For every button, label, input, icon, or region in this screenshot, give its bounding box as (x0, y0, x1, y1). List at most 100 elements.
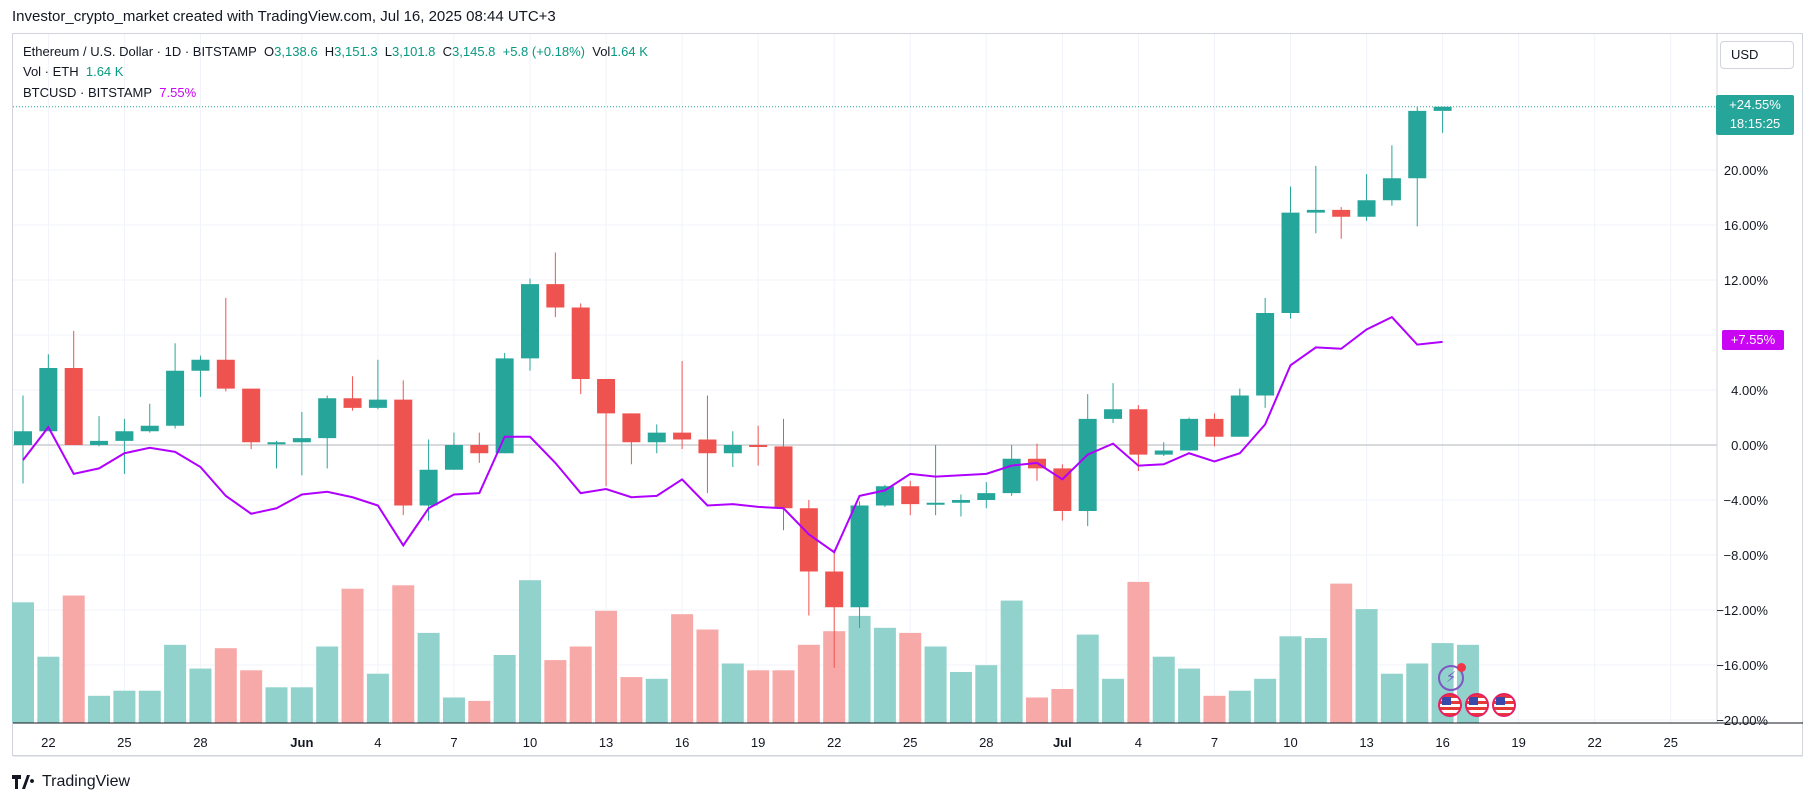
candle-down (216, 359, 235, 389)
volume-bar (1203, 695, 1226, 723)
btc-compare-polyline (22, 315, 1443, 554)
candle-down (1205, 418, 1224, 437)
time-axis-label: 25 (117, 735, 131, 750)
candle-up (1230, 395, 1249, 437)
price-axis-label: −20.00% (1716, 713, 1768, 728)
volume-bar (1051, 689, 1074, 723)
volume-bar (797, 644, 820, 723)
volume-bar (138, 690, 161, 723)
volume-bar (12, 602, 34, 723)
lightning-event-icon[interactable]: ⚡ (1438, 665, 1464, 691)
candle-up (1002, 458, 1021, 494)
candle-down (698, 439, 717, 454)
volume-bar (1178, 668, 1201, 723)
us-flag-icon[interactable] (1438, 693, 1462, 717)
last-price-badge: +24.55% 18:15:25 (1716, 95, 1794, 135)
candle-up (1408, 110, 1427, 179)
candle-up (723, 445, 742, 454)
price-axis-label: 0.00% (1731, 438, 1768, 453)
low-label: L (384, 44, 393, 59)
candle-up (1180, 418, 1199, 451)
candle-up (521, 284, 539, 359)
price-axis-label: 16.00% (1724, 218, 1769, 233)
legend-compare[interactable]: BTCUSD · BITSTAMP 7.55% (23, 85, 196, 100)
symbol-description: Ethereum / U.S. Dollar · 1D · BITSTAMP (23, 44, 257, 59)
volume-bar (671, 614, 694, 723)
volume-label: Vol (592, 44, 611, 59)
candle-up (292, 438, 311, 443)
time-axis-label: 4 (1135, 735, 1142, 750)
time-axis-label: 22 (1587, 735, 1601, 750)
volume-bar (240, 670, 263, 723)
volume-bar (341, 588, 364, 723)
candle-down (622, 413, 641, 443)
volume-bar (1228, 690, 1251, 723)
time-axis-label: 25 (903, 735, 917, 750)
volume-bar (899, 632, 922, 723)
volume-bar (1406, 663, 1429, 723)
volume-bar (949, 672, 972, 723)
compare-value-badge: +7.55% (1722, 330, 1784, 350)
volume-bar (1000, 600, 1023, 723)
time-axis-label: 19 (751, 735, 765, 750)
candle-up (1281, 212, 1300, 313)
legend-main[interactable]: Ethereum / U.S. Dollar · 1D · BITSTAMP O… (23, 44, 648, 59)
volume-bar (620, 677, 643, 723)
volume-bar (772, 670, 795, 723)
volume-bar (62, 595, 85, 723)
volume-bar (848, 615, 871, 723)
volume-study-label: Vol · ETH (23, 64, 79, 79)
volume-bar (823, 631, 846, 723)
candle-down (470, 445, 489, 454)
candle-up (90, 440, 109, 445)
candle-up (1382, 178, 1401, 201)
volume-bar (544, 660, 567, 723)
volume-bar (164, 644, 187, 723)
volume-bar (189, 668, 212, 723)
volume-bar (493, 655, 516, 723)
legend-volume[interactable]: Vol · ETH 1.64 K (23, 64, 123, 79)
bar-countdown: 18:15:25 (1729, 116, 1781, 131)
time-axis-label: 16 (675, 735, 689, 750)
time-axis-label: 28 (193, 735, 207, 750)
volume-bar (873, 627, 896, 723)
time-axis-label: 16 (1435, 735, 1449, 750)
volume-study-value: 1.64 K (85, 64, 124, 79)
candle-down (343, 398, 362, 408)
volume-bar (975, 665, 998, 723)
us-flag-icon[interactable] (1492, 693, 1516, 717)
volume-bar (442, 697, 465, 723)
time-axis-label: 13 (1359, 735, 1373, 750)
candle-down (1332, 209, 1351, 217)
candle-up (267, 442, 286, 445)
tradingview-logo[interactable]: TradingView (12, 773, 130, 791)
time-axis-label: 10 (1283, 735, 1297, 750)
us-flag-icon[interactable] (1465, 693, 1489, 717)
candle-up (39, 368, 58, 432)
time-axis-label: 10 (523, 735, 537, 750)
candle-up (977, 493, 996, 500)
time-axis: 22 25 28 Jun 4 7 10 13 16 19 22 25 28 Jul 4 7 10 13 16 19 22… (13, 722, 1803, 757)
volume-bar (1279, 636, 1302, 723)
price-axis-label: 12.00% (1724, 273, 1769, 288)
price-axis: −20.00% −16.00% −12.00% −8.00% −4.00% 0.00% 4.… (1716, 34, 1768, 728)
currency-button[interactable]: USD (1720, 41, 1794, 69)
candle-up (647, 432, 666, 443)
candle-up (115, 431, 134, 441)
candle-up (140, 425, 159, 432)
candle-down (749, 445, 768, 447)
tradingview-brand: TradingView (42, 773, 131, 790)
volume-bar (468, 700, 491, 723)
volume-bar (569, 646, 592, 723)
volume-bar (696, 629, 719, 723)
candle-down (394, 399, 413, 506)
volume-bar (417, 632, 440, 723)
candle-up (1104, 409, 1123, 419)
candle-down (64, 368, 83, 445)
time-axis-label: Jun (290, 735, 313, 750)
high-label: H (324, 44, 335, 59)
last-price-percent: +24.55% (1729, 97, 1781, 112)
volume-value: 1.64 K (610, 44, 648, 59)
candle-up (419, 469, 438, 506)
